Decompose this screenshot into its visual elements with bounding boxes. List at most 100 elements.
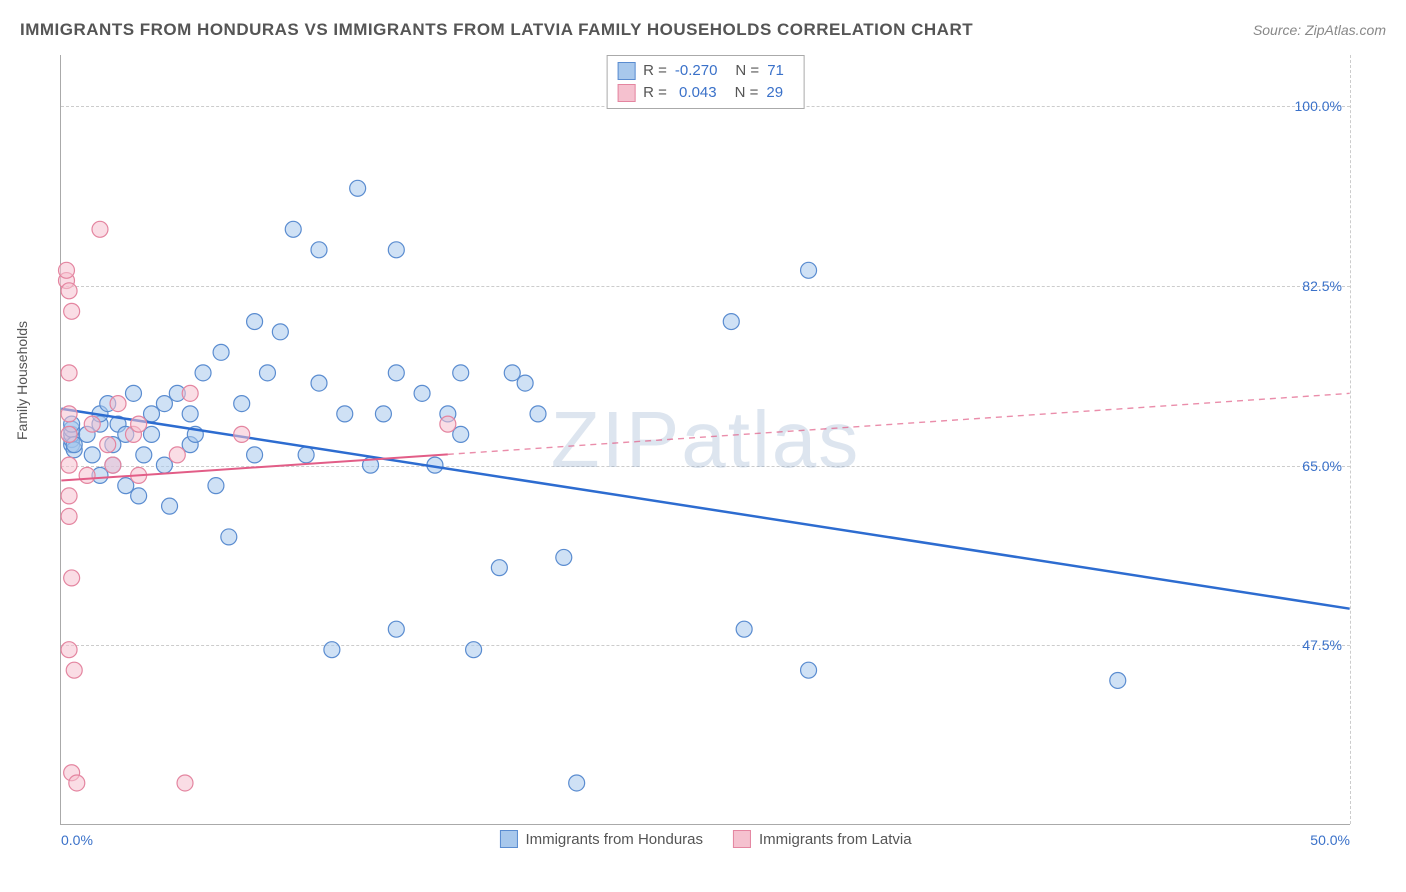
data-point bbox=[182, 406, 198, 422]
data-point bbox=[64, 570, 80, 586]
data-point bbox=[388, 242, 404, 258]
legend-label-honduras: Immigrants from Honduras bbox=[525, 831, 703, 848]
swatch-honduras bbox=[617, 62, 635, 80]
data-point bbox=[79, 467, 95, 483]
data-point bbox=[59, 262, 75, 278]
data-point bbox=[504, 365, 520, 381]
data-point bbox=[61, 488, 77, 504]
data-point bbox=[324, 642, 340, 658]
data-point bbox=[453, 365, 469, 381]
data-point bbox=[440, 416, 456, 432]
data-point bbox=[208, 478, 224, 494]
data-point bbox=[234, 396, 250, 412]
data-point bbox=[298, 447, 314, 463]
data-point bbox=[61, 283, 77, 299]
data-point bbox=[61, 365, 77, 381]
data-point bbox=[182, 385, 198, 401]
data-point bbox=[156, 396, 172, 412]
data-point bbox=[247, 447, 263, 463]
data-point bbox=[61, 508, 77, 524]
data-point bbox=[66, 662, 82, 678]
data-point bbox=[388, 621, 404, 637]
data-point bbox=[169, 447, 185, 463]
data-point bbox=[801, 662, 817, 678]
data-point bbox=[569, 775, 585, 791]
data-point bbox=[84, 416, 100, 432]
data-point bbox=[530, 406, 546, 422]
data-point bbox=[556, 549, 572, 565]
legend-item-honduras: Immigrants from Honduras bbox=[499, 830, 703, 848]
data-point bbox=[311, 375, 327, 391]
data-point bbox=[177, 775, 193, 791]
data-point bbox=[105, 457, 121, 473]
correlation-legend: R = -0.270 N = 71 R = 0.043 N = 29 bbox=[606, 55, 805, 109]
trend-line-dashed bbox=[448, 393, 1350, 454]
source-attribution: Source: ZipAtlas.com bbox=[1253, 22, 1386, 38]
scatter-plot-svg bbox=[61, 55, 1350, 824]
chart-title: IMMIGRANTS FROM HONDURAS VS IMMIGRANTS F… bbox=[20, 20, 973, 40]
n-label: N = bbox=[735, 60, 759, 82]
legend-row-latvia: R = 0.043 N = 29 bbox=[617, 82, 794, 104]
data-point bbox=[144, 406, 160, 422]
legend-row-honduras: R = -0.270 N = 71 bbox=[617, 60, 794, 82]
swatch-latvia-icon bbox=[733, 830, 751, 848]
data-point bbox=[61, 406, 77, 422]
right-gridline bbox=[1350, 55, 1351, 824]
data-point bbox=[61, 642, 77, 658]
data-point bbox=[61, 457, 77, 473]
data-point bbox=[350, 180, 366, 196]
data-point bbox=[414, 385, 430, 401]
data-point bbox=[1110, 672, 1126, 688]
r-label: R = bbox=[643, 60, 667, 82]
data-point bbox=[221, 529, 237, 545]
n-value-latvia: 29 bbox=[766, 82, 783, 104]
data-point bbox=[736, 621, 752, 637]
data-point bbox=[125, 385, 141, 401]
data-point bbox=[466, 642, 482, 658]
data-point bbox=[213, 344, 229, 360]
n-label: N = bbox=[735, 82, 759, 104]
data-point bbox=[337, 406, 353, 422]
legend-label-latvia: Immigrants from Latvia bbox=[759, 831, 912, 848]
x-tick-label: 0.0% bbox=[61, 832, 93, 848]
data-point bbox=[453, 426, 469, 442]
data-point bbox=[144, 426, 160, 442]
data-point bbox=[195, 365, 211, 381]
data-point bbox=[131, 416, 147, 432]
data-point bbox=[311, 242, 327, 258]
data-point bbox=[84, 447, 100, 463]
data-point bbox=[162, 498, 178, 514]
data-point bbox=[156, 457, 172, 473]
data-point bbox=[234, 426, 250, 442]
data-point bbox=[247, 314, 263, 330]
trend-line-solid bbox=[61, 409, 1349, 609]
data-point bbox=[118, 478, 134, 494]
data-point bbox=[285, 221, 301, 237]
data-point bbox=[272, 324, 288, 340]
n-value-honduras: 71 bbox=[767, 60, 784, 82]
data-point bbox=[259, 365, 275, 381]
data-point bbox=[61, 426, 77, 442]
data-point bbox=[64, 303, 80, 319]
r-value-latvia: 0.043 bbox=[675, 82, 717, 104]
data-point bbox=[388, 365, 404, 381]
series-legend: Immigrants from Honduras Immigrants from… bbox=[499, 830, 911, 848]
data-point bbox=[801, 262, 817, 278]
y-axis-label: Family Households bbox=[14, 321, 30, 440]
data-point bbox=[375, 406, 391, 422]
data-point bbox=[517, 375, 533, 391]
data-point bbox=[69, 775, 85, 791]
chart-plot-area: ZIPatlas R = -0.270 N = 71 R = 0.043 N =… bbox=[60, 55, 1350, 825]
x-tick-label: 50.0% bbox=[1310, 832, 1350, 848]
swatch-honduras-icon bbox=[499, 830, 517, 848]
data-point bbox=[100, 437, 116, 453]
swatch-latvia bbox=[617, 84, 635, 102]
data-point bbox=[110, 396, 126, 412]
r-label: R = bbox=[643, 82, 667, 104]
data-point bbox=[723, 314, 739, 330]
legend-item-latvia: Immigrants from Latvia bbox=[733, 830, 912, 848]
data-point bbox=[491, 560, 507, 576]
data-point bbox=[92, 221, 108, 237]
data-point bbox=[131, 488, 147, 504]
data-point bbox=[136, 447, 152, 463]
